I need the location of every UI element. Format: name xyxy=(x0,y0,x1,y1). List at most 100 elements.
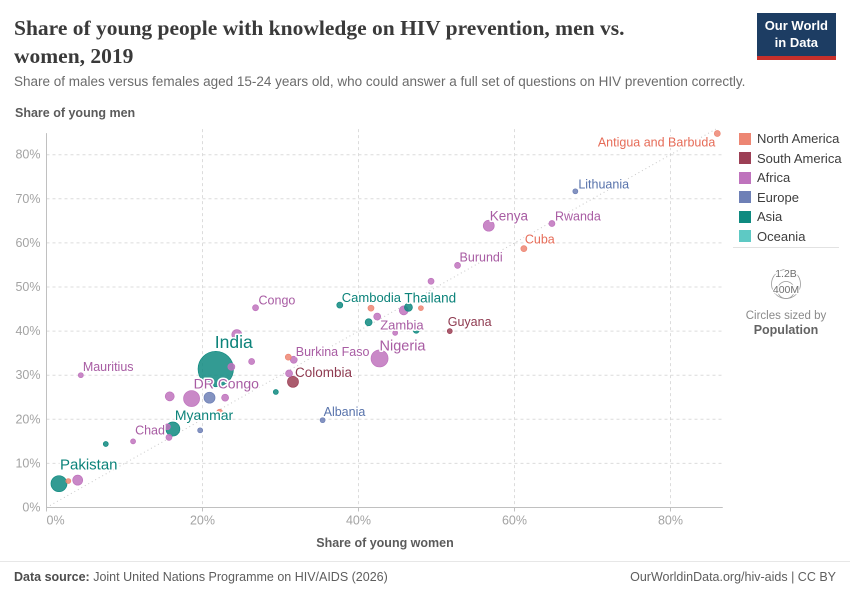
legend-swatch xyxy=(739,230,751,243)
logo-line-2: in Data xyxy=(774,34,819,50)
data-point[interactable] xyxy=(164,391,175,402)
data-point[interactable] xyxy=(392,330,399,336)
point-label: DR Congo xyxy=(194,376,260,392)
size-label-small: 400M xyxy=(773,284,799,296)
data-point[interactable] xyxy=(482,219,495,232)
legend-label: Oceania xyxy=(757,228,806,244)
y-tick-label: 10% xyxy=(15,456,40,470)
title-line-2: women, 2019 xyxy=(14,44,134,69)
point-label: Colombia xyxy=(295,365,353,380)
data-point[interactable] xyxy=(248,358,255,365)
data-point[interactable] xyxy=(77,372,84,379)
size-legend: 1.2B 400M Circles sized by Population xyxy=(733,247,839,337)
legend-item-africa[interactable]: Africa xyxy=(739,168,842,188)
continent-legend: North America South America Africa Europe As… xyxy=(739,129,842,246)
point-label: Thailand xyxy=(404,290,456,305)
data-point[interactable] xyxy=(572,188,579,195)
y-tick-label: 0% xyxy=(22,501,40,515)
title-line-1: Share of young people with knowledge on … xyxy=(14,16,625,40)
data-source-text: Joint United Nations Programme on HIV/AI… xyxy=(89,570,388,584)
point-label: Chad xyxy=(135,423,165,437)
data-point[interactable] xyxy=(203,391,216,404)
data-point[interactable] xyxy=(216,408,224,416)
data-point[interactable] xyxy=(164,423,171,431)
data-point[interactable] xyxy=(221,412,228,419)
data-source-label: Data source: xyxy=(14,570,90,584)
data-point[interactable] xyxy=(427,277,435,285)
data-point[interactable] xyxy=(370,349,389,368)
legend-swatch xyxy=(739,191,751,204)
data-point[interactable] xyxy=(252,304,259,312)
data-point[interactable] xyxy=(373,312,382,321)
parity-line xyxy=(46,128,716,508)
data-point[interactable] xyxy=(227,362,236,371)
legend-item-europe[interactable]: Europe xyxy=(739,188,842,208)
data-point[interactable] xyxy=(454,262,461,269)
point-label: Burkina Faso xyxy=(296,345,370,359)
y-tick-label: 30% xyxy=(15,368,40,382)
size-circle-small xyxy=(777,281,795,299)
point-label: Congo xyxy=(259,294,296,308)
point-label: Albania xyxy=(324,405,366,419)
footer-divider xyxy=(0,561,850,562)
data-point[interactable] xyxy=(72,474,84,486)
data-point[interactable] xyxy=(520,245,528,252)
point-label: Pakistan xyxy=(60,457,118,474)
data-point[interactable] xyxy=(50,475,68,493)
point-label: Guyana xyxy=(448,315,492,329)
data-point[interactable] xyxy=(183,390,200,407)
data-point[interactable] xyxy=(404,302,413,312)
data-point[interactable] xyxy=(231,329,243,340)
legend-item-south-america[interactable]: South America xyxy=(739,149,842,169)
y-tick-label: 80% xyxy=(15,148,40,162)
data-point[interactable] xyxy=(272,389,279,395)
data-point[interactable] xyxy=(197,427,204,434)
y-tick-label: 50% xyxy=(15,280,40,294)
point-label: Rwanda xyxy=(555,209,601,223)
y-tick-label: 60% xyxy=(15,236,40,250)
point-label: Cuba xyxy=(525,233,555,247)
data-point[interactable] xyxy=(446,328,453,334)
legend-label: South America xyxy=(757,150,842,166)
x-tick-label: 0% xyxy=(47,514,65,528)
data-point[interactable] xyxy=(319,417,326,424)
point-label: India xyxy=(215,332,253,352)
point-label: Antigua and Barbuda xyxy=(598,136,716,150)
y-axis-title: Share of young men xyxy=(15,106,136,120)
data-point[interactable] xyxy=(367,304,375,312)
data-point[interactable] xyxy=(336,301,344,309)
data-point[interactable] xyxy=(165,434,173,441)
footer: Data source: Joint United Nations Progra… xyxy=(14,570,836,584)
data-point[interactable] xyxy=(412,326,420,334)
data-point[interactable] xyxy=(287,375,299,388)
page-title: Share of young people with knowledge on … xyxy=(14,14,759,71)
data-point[interactable] xyxy=(713,130,721,137)
point-label: Kenya xyxy=(490,209,529,224)
point-label: Burundi xyxy=(460,250,503,264)
data-point[interactable] xyxy=(418,305,424,312)
x-tick-label: 40% xyxy=(346,514,371,528)
legend-swatch xyxy=(739,171,751,184)
data-source: Data source: Joint United Nations Progra… xyxy=(14,570,388,584)
legend-label: Africa xyxy=(757,170,791,186)
y-tick-label: 70% xyxy=(15,192,40,206)
point-label: Myanmar xyxy=(175,407,234,423)
point-label: Cambodia xyxy=(342,290,402,305)
point-label: Lithuania xyxy=(578,177,629,191)
data-point[interactable] xyxy=(65,478,72,484)
data-point[interactable] xyxy=(548,220,556,227)
data-point[interactable] xyxy=(364,318,373,327)
data-point[interactable] xyxy=(284,353,292,361)
owid-logo[interactable]: Our World in Data xyxy=(756,13,836,60)
legend-item-oceania[interactable]: Oceania xyxy=(739,227,842,247)
legend-swatch xyxy=(739,152,751,165)
legend-item-north-america[interactable]: North America xyxy=(739,129,842,149)
owid-url-license-link[interactable]: OurWorldinData.org/hiv-aids | CC BY xyxy=(630,570,836,584)
legend-item-asia[interactable]: Asia xyxy=(739,207,842,227)
data-point[interactable] xyxy=(285,369,293,378)
data-point[interactable] xyxy=(130,438,136,445)
data-point[interactable] xyxy=(221,393,229,402)
data-point[interactable] xyxy=(102,441,109,447)
